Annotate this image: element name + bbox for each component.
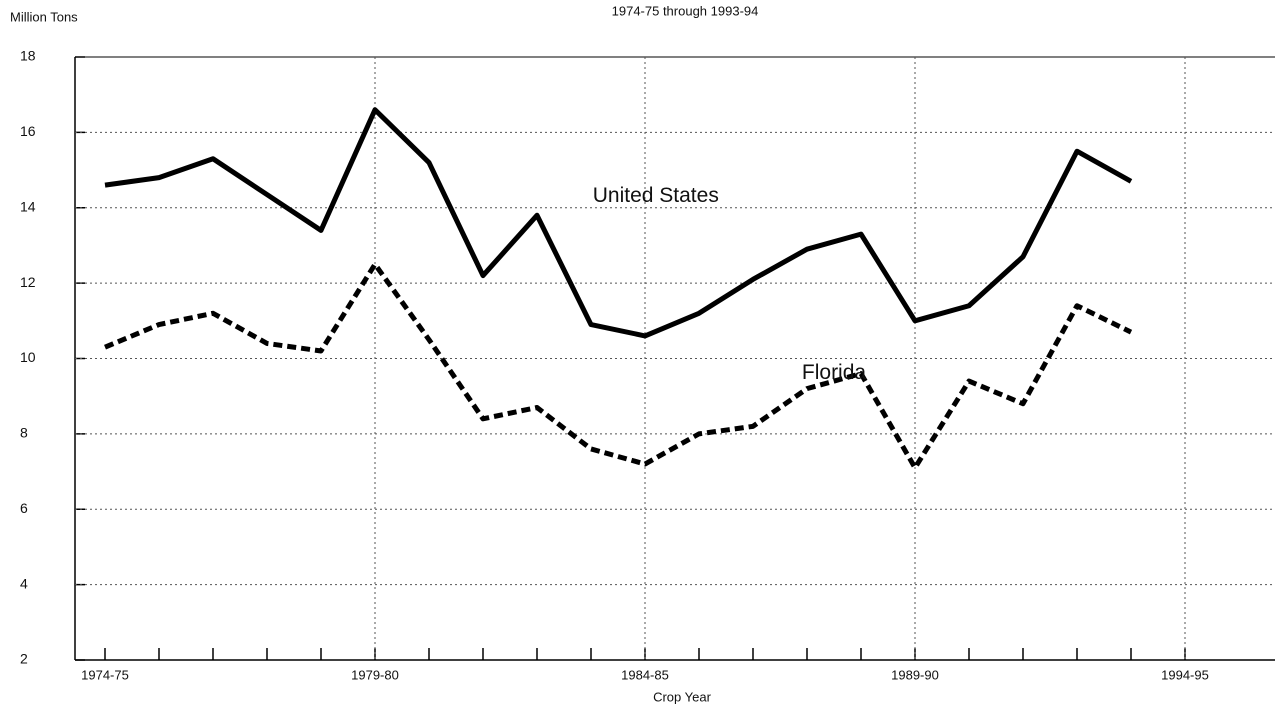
x-tick-label: 1984-85 xyxy=(621,667,669,682)
y-tick-label: 16 xyxy=(20,123,36,139)
series-label: United States xyxy=(593,184,719,207)
y-tick-label: 2 xyxy=(20,651,28,667)
series-line xyxy=(104,107,1133,339)
x-tick-label: 1994-95 xyxy=(1161,667,1209,682)
series-label: Florida xyxy=(802,361,867,384)
x-axis-label: Crop Year xyxy=(653,689,711,704)
y-tick-label: 12 xyxy=(20,274,36,290)
x-tick-label: 1974-75 xyxy=(81,667,129,682)
y-tick-label: 6 xyxy=(20,500,28,516)
chart-subtitle: 1974-75 through 1993-94 xyxy=(612,3,759,18)
y-tick-label: 10 xyxy=(20,349,36,365)
x-tick-label: 1989-90 xyxy=(891,667,939,682)
y-tick-label: 14 xyxy=(20,198,36,214)
y-axis-label: Million Tons xyxy=(10,9,78,24)
y-tick-label: 4 xyxy=(20,575,28,591)
series-line xyxy=(104,261,1133,471)
x-tick-label: 1979-80 xyxy=(351,667,399,682)
y-tick-label: 8 xyxy=(20,425,28,441)
y-tick-label: 18 xyxy=(20,48,36,64)
